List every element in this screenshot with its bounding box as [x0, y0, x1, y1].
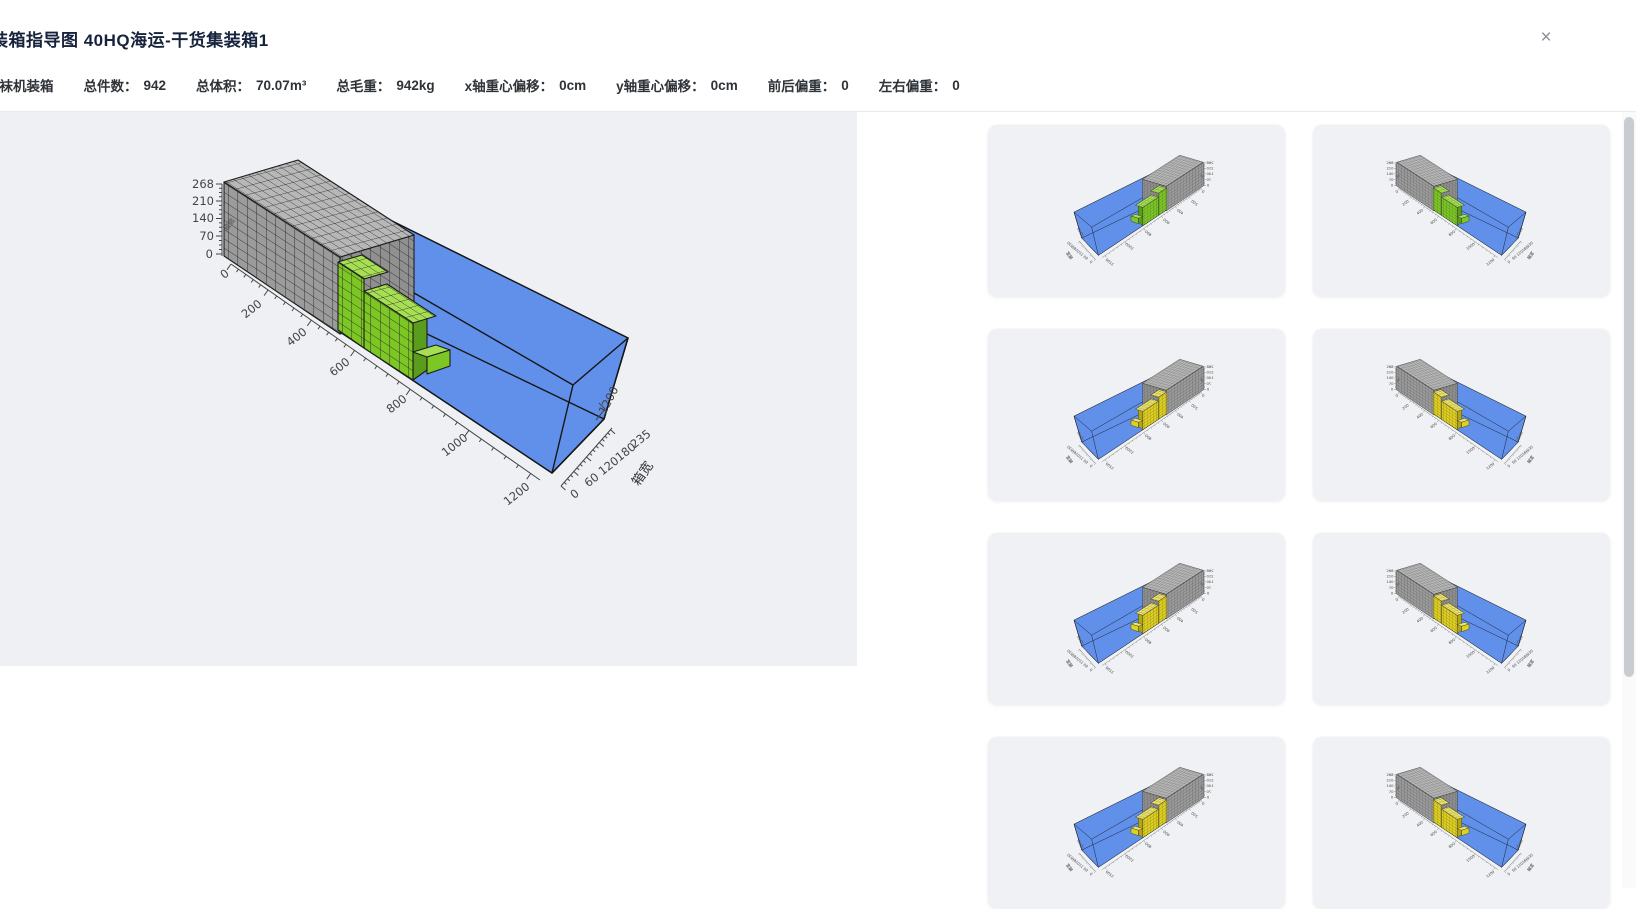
stat-left-right-bias: 左右偏重： 0 — [878, 77, 960, 95]
thumbnail-card[interactable] — [1313, 125, 1610, 297]
stat-total-pieces: 总件数： 942 — [83, 77, 167, 95]
stat-x-cog-offset: x轴重心偏移： 0cm — [464, 77, 587, 95]
scrollbar-thumb[interactable] — [1624, 117, 1634, 677]
scrollbar — [1622, 112, 1636, 888]
stats-bar: 棉袜机装箱 总件数：942 总体积：70.07m³ 总毛重：942kg x轴重心… — [0, 74, 990, 96]
dialog-title: 装箱指导图 40HQ海运-干货集装箱1 — [0, 31, 269, 50]
close-icon[interactable]: × — [1540, 27, 1552, 48]
view-thumbnails — [988, 125, 1610, 909]
thumbnail-card[interactable] — [988, 533, 1285, 705]
stat-y-cog-offset: y轴重心偏移： 0cm — [616, 77, 738, 95]
thumbnail-card[interactable] — [988, 125, 1285, 297]
thumbnail-card[interactable] — [988, 737, 1285, 909]
thumbnail-card[interactable] — [1313, 533, 1610, 705]
thumbnail-card[interactable] — [988, 329, 1285, 501]
header-divider — [0, 111, 1636, 112]
stat-front-back-bias: 前后偏重： 0 — [767, 77, 849, 95]
stat-total-volume: 总体积： 70.07m³ — [196, 77, 307, 95]
thumbnail-card[interactable] — [1313, 737, 1610, 909]
scheme-name: 棉袜机装箱 — [0, 79, 54, 94]
main-3d-plot[interactable] — [0, 112, 857, 666]
thumbnail-card[interactable] — [1313, 329, 1610, 501]
stat-total-weight: 总毛重： 942kg — [336, 77, 435, 95]
